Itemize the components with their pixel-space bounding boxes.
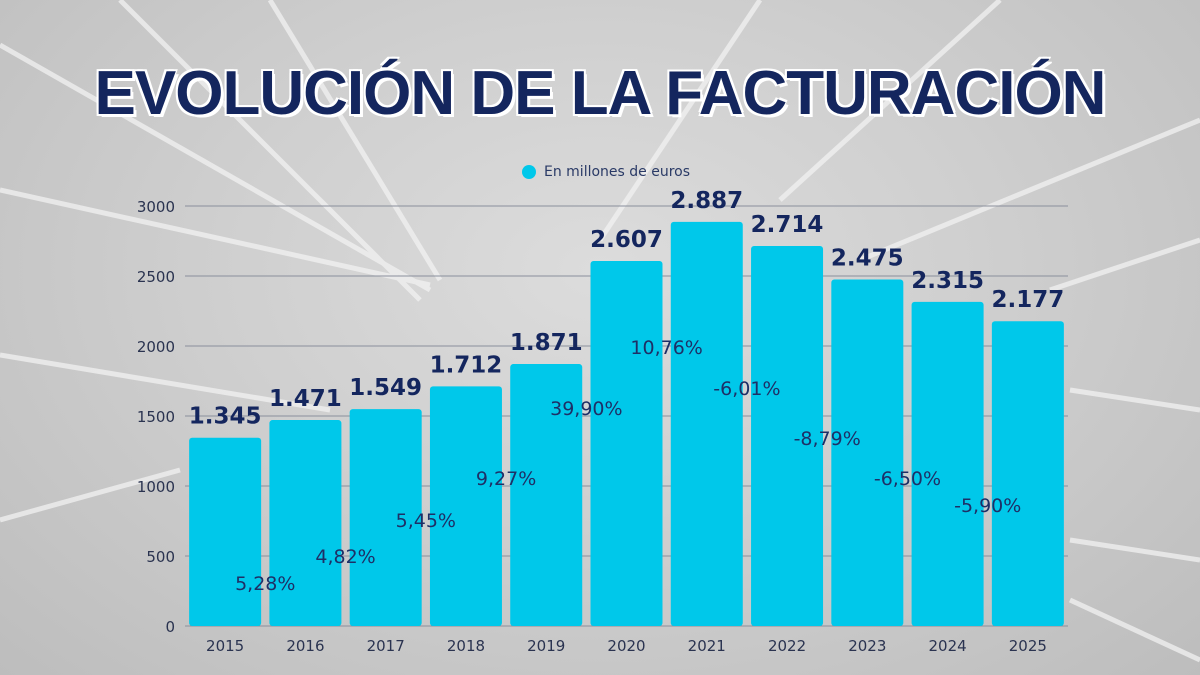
bar	[670, 221, 743, 626]
y-tick-label: 2500	[137, 268, 175, 286]
x-tick-label: 2024	[928, 637, 966, 655]
growth-label: 39,90%	[550, 398, 622, 420]
chart-title: EVOLUCIÓN DE LA FACTURACIÓN	[94, 59, 1107, 128]
value-label: 1.345	[189, 404, 262, 430]
growth-label: 5,45%	[396, 510, 456, 532]
value-label: 1.549	[349, 375, 422, 401]
y-tick-label: 1000	[137, 478, 175, 496]
x-tick-label: 2023	[848, 637, 886, 655]
growth-label: 4,82%	[315, 546, 375, 568]
y-tick-label: 1500	[137, 408, 175, 426]
bar	[429, 386, 502, 626]
growth-label: -8,79%	[794, 428, 861, 450]
value-label: 2.315	[911, 268, 984, 294]
value-label: 2.887	[670, 188, 743, 214]
growth-label: -5,90%	[954, 495, 1021, 517]
value-label: 1.871	[510, 330, 583, 356]
value-label: 1.712	[430, 352, 503, 378]
growth-label: 10,76%	[630, 337, 702, 359]
bar	[269, 420, 342, 626]
bar	[911, 301, 984, 626]
growth-label: 5,28%	[235, 573, 295, 595]
bar	[510, 364, 583, 626]
bar	[189, 437, 262, 626]
x-tick-label: 2015	[206, 637, 244, 655]
bar	[991, 321, 1064, 626]
bar	[349, 409, 422, 626]
x-tick-label: 2022	[768, 637, 806, 655]
x-tick-label: 2019	[527, 637, 565, 655]
x-tick-label: 2017	[367, 637, 405, 655]
x-tick-label: 2025	[1009, 637, 1047, 655]
value-label: 2.714	[751, 212, 824, 238]
y-tick-label: 0	[165, 618, 175, 636]
x-tick-label: 2018	[447, 637, 485, 655]
x-tick-label: 2020	[607, 637, 645, 655]
bar	[590, 261, 663, 626]
legend-label: En millones de euros	[544, 164, 691, 180]
y-tick-label: 3000	[137, 198, 175, 216]
legend: En millones de euros	[522, 164, 690, 180]
value-label: 2.475	[831, 246, 904, 272]
x-tick-label: 2021	[688, 637, 726, 655]
value-label: 2.607	[590, 227, 663, 253]
value-label: 1.471	[269, 386, 342, 412]
legend-swatch	[522, 165, 536, 179]
y-tick-label: 2000	[137, 338, 175, 356]
y-tick-label: 500	[146, 548, 175, 566]
growth-label: -6,50%	[874, 468, 941, 490]
growth-label: -6,01%	[713, 378, 780, 400]
x-tick-label: 2016	[286, 637, 324, 655]
growth-label: 9,27%	[476, 468, 536, 490]
value-label: 2.177	[991, 287, 1064, 313]
bar	[831, 279, 904, 626]
bar	[751, 246, 824, 627]
